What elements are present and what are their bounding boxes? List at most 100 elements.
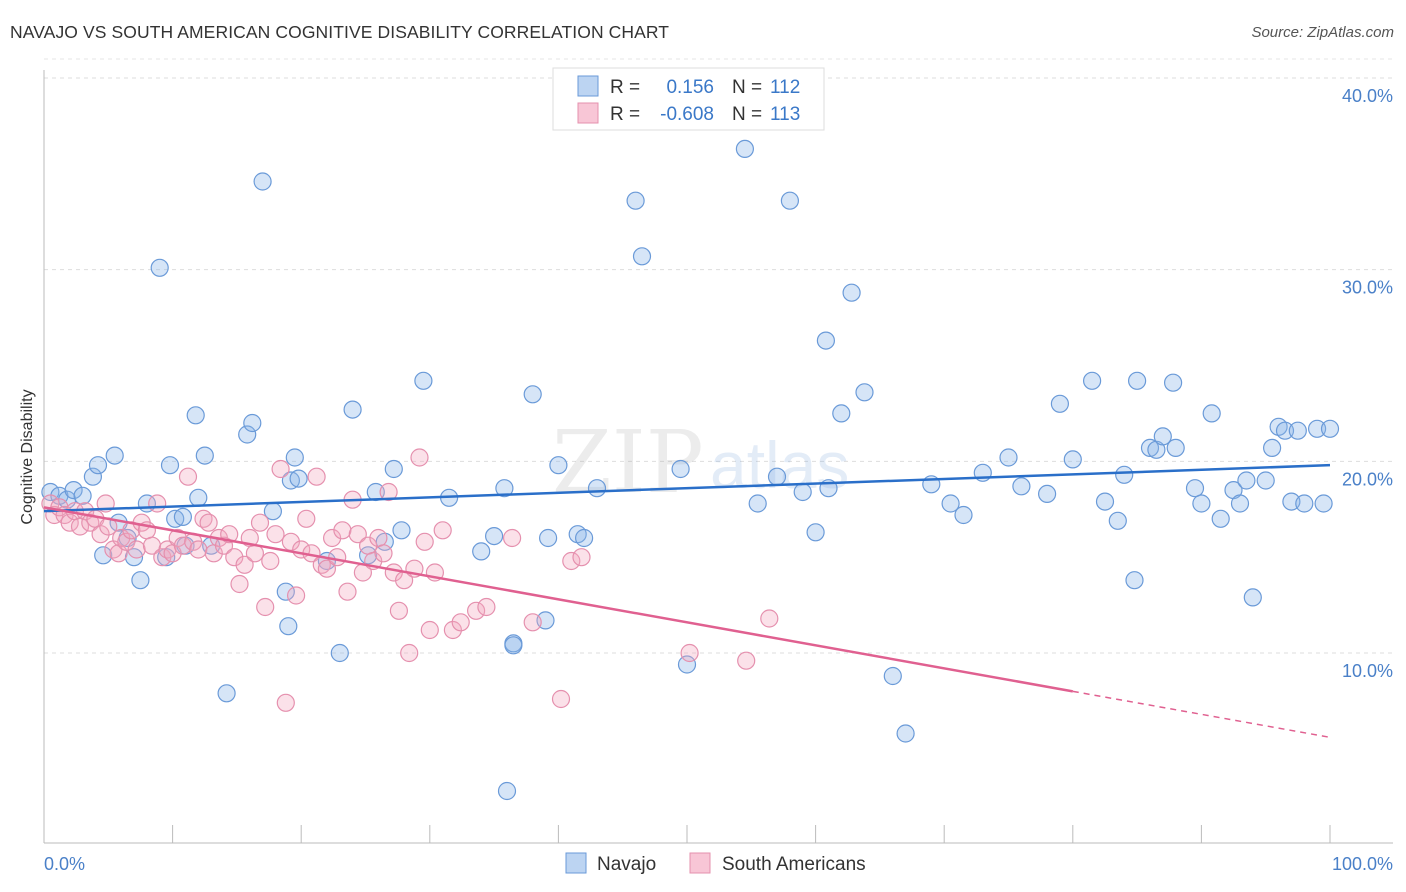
navajo-point — [1115, 465, 1134, 484]
navajo-point — [671, 459, 690, 479]
navajo-point — [1108, 511, 1127, 530]
navajo-point — [330, 643, 349, 663]
south-americans-point — [256, 597, 275, 617]
south-americans-point — [389, 601, 408, 620]
legend-n-label-navajo: N = — [732, 77, 762, 98]
south-americans-point — [680, 643, 699, 663]
south-americans-point — [199, 513, 218, 532]
south-americans-point — [148, 494, 167, 513]
navajo-point — [1230, 494, 1250, 513]
navajo-point — [276, 582, 295, 601]
navajo-point — [1012, 477, 1031, 496]
navajo-point — [88, 456, 108, 475]
navajo-point — [954, 505, 973, 525]
south-americans-point — [523, 613, 542, 632]
south-americans-point — [307, 467, 326, 486]
navajo-point — [414, 371, 433, 390]
south-americans-point — [91, 525, 110, 544]
navajo-point — [73, 486, 92, 505]
navajo-point — [941, 494, 960, 513]
legend-r-label-navajo: R = — [610, 77, 640, 98]
navajo-points — [41, 139, 1340, 801]
south-americans-point — [562, 551, 581, 571]
navajo-point — [780, 191, 800, 210]
south-americans-point — [271, 459, 290, 479]
navajo-point — [1243, 588, 1262, 607]
x-tick-labels: 0.0% 100.0% — [44, 854, 1393, 874]
legend-n-label-south: N = — [732, 104, 762, 125]
navajo-point — [1166, 438, 1185, 457]
bottom-legend-swatch-navajo — [565, 852, 587, 874]
navajo-point — [832, 404, 851, 423]
legend-swatch-navajo — [577, 75, 599, 97]
navajo-point — [1288, 421, 1307, 440]
navajo-point — [195, 446, 214, 465]
navajo-point — [217, 684, 236, 703]
legend-n-value-navajo: 112 — [770, 77, 800, 98]
legend-n-value-south: 113 — [770, 104, 800, 125]
chart-title: NAVAJO VS SOUTH AMERICAN COGNITIVE DISAB… — [10, 22, 670, 42]
navajo-point — [238, 425, 257, 444]
y-tick-label-40: 40.0% — [1342, 86, 1393, 106]
south-americans-point — [502, 528, 522, 548]
navajo-point — [1125, 571, 1144, 590]
south-americans-point — [178, 467, 198, 486]
navajo-point — [1140, 438, 1160, 457]
navajo-point — [1095, 492, 1115, 511]
navajo-point — [504, 636, 523, 655]
navajo-point — [587, 479, 607, 498]
navajo-point — [549, 456, 568, 475]
navajo-point — [1050, 394, 1070, 413]
navajo-point — [243, 413, 262, 433]
navajo-point — [806, 523, 825, 542]
navajo-trend-line — [43, 463, 1331, 513]
axes — [43, 70, 1393, 844]
south-americans-point — [379, 482, 398, 502]
south-americans-point — [266, 525, 285, 544]
navajo-point — [538, 528, 558, 548]
south-americans-point — [572, 548, 591, 567]
south-americans-point — [410, 448, 429, 467]
navajo-point — [896, 724, 915, 743]
south-americans-point — [348, 525, 367, 544]
south-americans-point — [297, 509, 316, 528]
navajo-point — [855, 383, 874, 402]
navajo-point — [999, 448, 1018, 467]
y-tick-labels: 10.0% 20.0% 30.0% 40.0% — [1342, 86, 1393, 681]
y-tick-label-20: 20.0% — [1342, 469, 1393, 489]
south-americans-point — [117, 532, 136, 551]
navajo-point — [1037, 484, 1057, 503]
south-americans-point — [173, 536, 192, 555]
trend-lines — [43, 463, 1331, 739]
navajo-point — [94, 546, 113, 565]
stats-legend: R = 0.156 N = 112 R = -0.608 N = 113 — [552, 67, 825, 131]
navajo-point — [1082, 371, 1102, 390]
navajo-point — [816, 331, 836, 350]
south-americans-trend-line — [43, 506, 1074, 693]
navajo-point — [173, 507, 192, 527]
navajo-point — [189, 488, 208, 507]
navajo-point — [359, 546, 378, 565]
navajo-point — [1185, 479, 1205, 498]
navajo-point — [1163, 373, 1183, 392]
navajo-point — [279, 617, 298, 636]
navajo-point — [1153, 427, 1172, 446]
south-americans-point — [333, 521, 352, 540]
watermark: ZIP atlas — [552, 413, 849, 513]
navajo-point — [1295, 494, 1314, 513]
navajo-point — [150, 258, 169, 277]
south-americans-point — [760, 609, 779, 628]
navajo-point — [472, 542, 491, 561]
south-americans-point — [127, 540, 146, 559]
south-americans-point — [328, 548, 347, 567]
bottom-legend-swatch-south — [689, 852, 711, 874]
navajo-point — [1275, 421, 1295, 440]
navajo-point — [1202, 404, 1221, 423]
navajo-point — [1314, 494, 1333, 513]
navajo-point — [83, 467, 103, 486]
navajo-point — [523, 385, 542, 404]
navajo-point — [1063, 450, 1082, 469]
navajo-point — [392, 521, 411, 540]
navajo-point — [289, 469, 308, 488]
south-americans-point — [276, 693, 295, 712]
